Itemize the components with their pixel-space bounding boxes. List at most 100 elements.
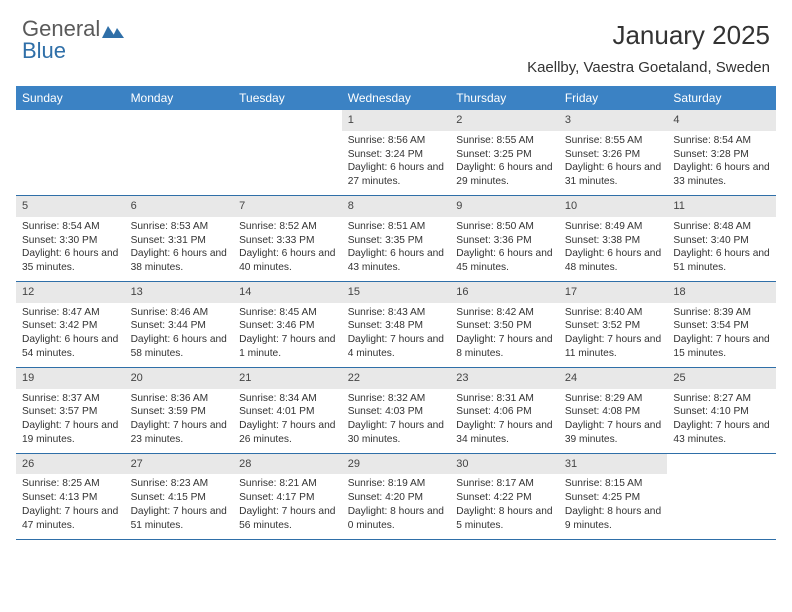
calendar-cell: 8Sunrise: 8:51 AMSunset: 3:35 PMDaylight… [342, 196, 451, 281]
day-details: Sunrise: 8:46 AMSunset: 3:44 PMDaylight:… [125, 303, 234, 367]
day-details: Sunrise: 8:19 AMSunset: 4:20 PMDaylight:… [342, 474, 451, 538]
day-number: 14 [233, 282, 342, 303]
calendar-body: 1Sunrise: 8:56 AMSunset: 3:24 PMDaylight… [16, 110, 776, 540]
weekday-header: Sunday Monday Tuesday Wednesday Thursday… [16, 86, 776, 110]
calendar-cell: 4Sunrise: 8:54 AMSunset: 3:28 PMDaylight… [667, 110, 776, 195]
day-details: Sunrise: 8:56 AMSunset: 3:24 PMDaylight:… [342, 131, 451, 195]
sunrise-text: Sunrise: 8:49 AM [565, 220, 662, 234]
day-details: Sunrise: 8:21 AMSunset: 4:17 PMDaylight:… [233, 474, 342, 538]
day-number: 31 [559, 454, 668, 475]
day-details: Sunrise: 8:34 AMSunset: 4:01 PMDaylight:… [233, 389, 342, 453]
calendar-cell: 13Sunrise: 8:46 AMSunset: 3:44 PMDayligh… [125, 282, 234, 367]
daylight-text: Daylight: 6 hours and 51 minutes. [673, 247, 770, 275]
sunset-text: Sunset: 4:06 PM [456, 405, 553, 419]
sunset-text: Sunset: 4:22 PM [456, 491, 553, 505]
sunrise-text: Sunrise: 8:46 AM [131, 306, 228, 320]
calendar-cell: 22Sunrise: 8:32 AMSunset: 4:03 PMDayligh… [342, 368, 451, 453]
sunset-text: Sunset: 3:36 PM [456, 234, 553, 248]
day-number: 20 [125, 368, 234, 389]
daylight-text: Daylight: 7 hours and 19 minutes. [22, 419, 119, 447]
day-number: 15 [342, 282, 451, 303]
sunrise-text: Sunrise: 8:48 AM [673, 220, 770, 234]
day-number: 3 [559, 110, 668, 131]
month-title: January 2025 [527, 20, 770, 51]
daylight-text: Daylight: 6 hours and 48 minutes. [565, 247, 662, 275]
day-details: Sunrise: 8:47 AMSunset: 3:42 PMDaylight:… [16, 303, 125, 367]
day-number: 24 [559, 368, 668, 389]
sunrise-text: Sunrise: 8:23 AM [131, 477, 228, 491]
sunrise-text: Sunrise: 8:31 AM [456, 392, 553, 406]
sunrise-text: Sunrise: 8:25 AM [22, 477, 119, 491]
day-number: 29 [342, 454, 451, 475]
daylight-text: Daylight: 6 hours and 33 minutes. [673, 161, 770, 189]
calendar-cell: 12Sunrise: 8:47 AMSunset: 3:42 PMDayligh… [16, 282, 125, 367]
sunrise-text: Sunrise: 8:55 AM [565, 134, 662, 148]
calendar-cell: 17Sunrise: 8:40 AMSunset: 3:52 PMDayligh… [559, 282, 668, 367]
day-number: 8 [342, 196, 451, 217]
page-header: January 2025 Kaellby, Vaestra Goetaland,… [527, 20, 770, 76]
day-details: Sunrise: 8:23 AMSunset: 4:15 PMDaylight:… [125, 474, 234, 538]
day-details: Sunrise: 8:55 AMSunset: 3:26 PMDaylight:… [559, 131, 668, 195]
day-details: Sunrise: 8:54 AMSunset: 3:30 PMDaylight:… [16, 217, 125, 281]
calendar: Sunday Monday Tuesday Wednesday Thursday… [16, 86, 776, 540]
sunrise-text: Sunrise: 8:29 AM [565, 392, 662, 406]
day-number: 13 [125, 282, 234, 303]
day-number: 12 [16, 282, 125, 303]
calendar-cell: 16Sunrise: 8:42 AMSunset: 3:50 PMDayligh… [450, 282, 559, 367]
calendar-week: 12Sunrise: 8:47 AMSunset: 3:42 PMDayligh… [16, 282, 776, 368]
day-details: Sunrise: 8:52 AMSunset: 3:33 PMDaylight:… [233, 217, 342, 281]
sunset-text: Sunset: 3:54 PM [673, 319, 770, 333]
daylight-text: Daylight: 7 hours and 8 minutes. [456, 333, 553, 361]
daylight-text: Daylight: 7 hours and 47 minutes. [22, 505, 119, 533]
daylight-text: Daylight: 7 hours and 1 minute. [239, 333, 336, 361]
sunrise-text: Sunrise: 8:42 AM [456, 306, 553, 320]
day-details: Sunrise: 8:32 AMSunset: 4:03 PMDaylight:… [342, 389, 451, 453]
sunset-text: Sunset: 3:30 PM [22, 234, 119, 248]
calendar-week: 1Sunrise: 8:56 AMSunset: 3:24 PMDaylight… [16, 110, 776, 196]
sunrise-text: Sunrise: 8:15 AM [565, 477, 662, 491]
daylight-text: Daylight: 6 hours and 54 minutes. [22, 333, 119, 361]
day-details: Sunrise: 8:49 AMSunset: 3:38 PMDaylight:… [559, 217, 668, 281]
sunset-text: Sunset: 3:46 PM [239, 319, 336, 333]
sunrise-text: Sunrise: 8:47 AM [22, 306, 119, 320]
sunset-text: Sunset: 3:25 PM [456, 148, 553, 162]
calendar-week: 26Sunrise: 8:25 AMSunset: 4:13 PMDayligh… [16, 454, 776, 540]
day-number: 9 [450, 196, 559, 217]
sunset-text: Sunset: 3:38 PM [565, 234, 662, 248]
day-details: Sunrise: 8:54 AMSunset: 3:28 PMDaylight:… [667, 131, 776, 195]
sunrise-text: Sunrise: 8:34 AM [239, 392, 336, 406]
calendar-cell: 10Sunrise: 8:49 AMSunset: 3:38 PMDayligh… [559, 196, 668, 281]
daylight-text: Daylight: 7 hours and 15 minutes. [673, 333, 770, 361]
weekday-label: Monday [125, 86, 234, 110]
sunrise-text: Sunrise: 8:37 AM [22, 392, 119, 406]
sunrise-text: Sunrise: 8:39 AM [673, 306, 770, 320]
sunrise-text: Sunrise: 8:54 AM [673, 134, 770, 148]
daylight-text: Daylight: 7 hours and 43 minutes. [673, 419, 770, 447]
calendar-week: 5Sunrise: 8:54 AMSunset: 3:30 PMDaylight… [16, 196, 776, 282]
day-details: Sunrise: 8:43 AMSunset: 3:48 PMDaylight:… [342, 303, 451, 367]
daylight-text: Daylight: 7 hours and 26 minutes. [239, 419, 336, 447]
sunrise-text: Sunrise: 8:27 AM [673, 392, 770, 406]
daylight-text: Daylight: 7 hours and 51 minutes. [131, 505, 228, 533]
day-number [125, 110, 234, 131]
calendar-cell: 7Sunrise: 8:52 AMSunset: 3:33 PMDaylight… [233, 196, 342, 281]
sunset-text: Sunset: 4:17 PM [239, 491, 336, 505]
sunset-text: Sunset: 4:08 PM [565, 405, 662, 419]
day-details: Sunrise: 8:42 AMSunset: 3:50 PMDaylight:… [450, 303, 559, 367]
calendar-cell: 28Sunrise: 8:21 AMSunset: 4:17 PMDayligh… [233, 454, 342, 539]
calendar-cell: 2Sunrise: 8:55 AMSunset: 3:25 PMDaylight… [450, 110, 559, 195]
day-number: 19 [16, 368, 125, 389]
calendar-cell: 31Sunrise: 8:15 AMSunset: 4:25 PMDayligh… [559, 454, 668, 539]
day-number: 27 [125, 454, 234, 475]
day-number: 25 [667, 368, 776, 389]
calendar-cell: 19Sunrise: 8:37 AMSunset: 3:57 PMDayligh… [16, 368, 125, 453]
calendar-cell: 18Sunrise: 8:39 AMSunset: 3:54 PMDayligh… [667, 282, 776, 367]
day-details: Sunrise: 8:45 AMSunset: 3:46 PMDaylight:… [233, 303, 342, 367]
day-number: 23 [450, 368, 559, 389]
sunset-text: Sunset: 3:48 PM [348, 319, 445, 333]
calendar-cell: 29Sunrise: 8:19 AMSunset: 4:20 PMDayligh… [342, 454, 451, 539]
day-number: 1 [342, 110, 451, 131]
daylight-text: Daylight: 7 hours and 4 minutes. [348, 333, 445, 361]
daylight-text: Daylight: 8 hours and 9 minutes. [565, 505, 662, 533]
day-details: Sunrise: 8:17 AMSunset: 4:22 PMDaylight:… [450, 474, 559, 538]
